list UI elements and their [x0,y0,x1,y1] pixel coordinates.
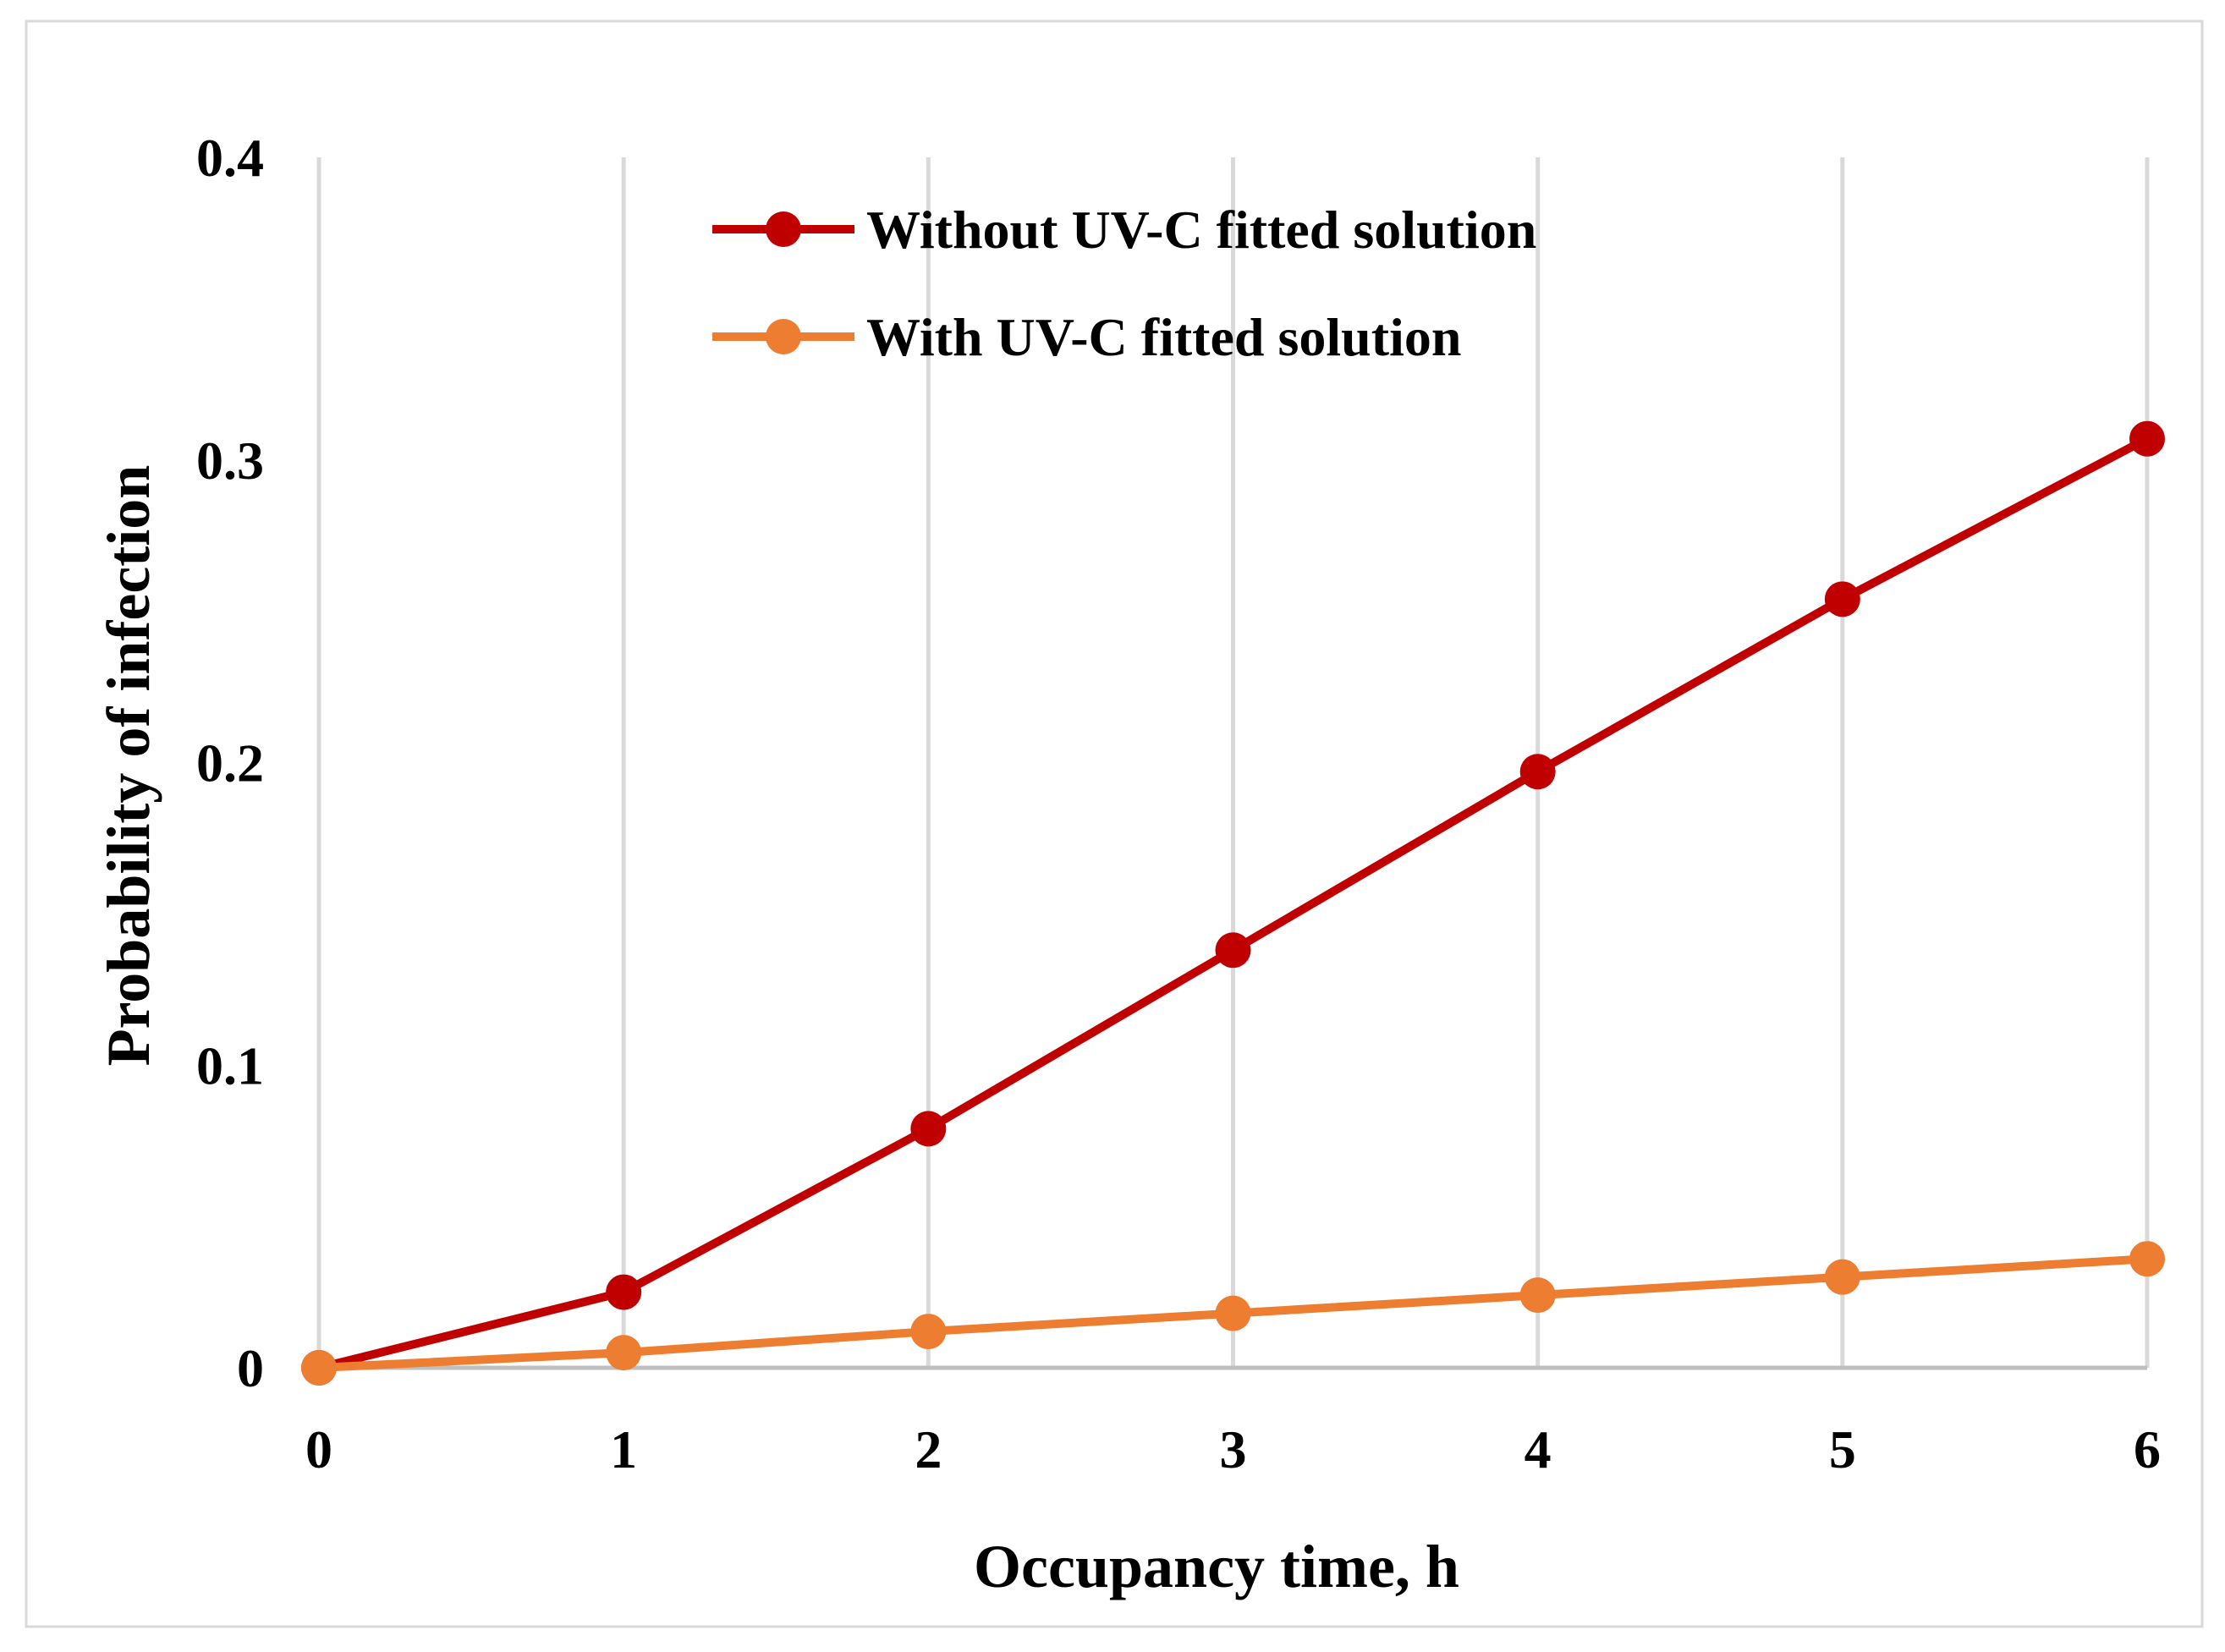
data-point-with-uvc [606,1335,642,1371]
data-point-with-uvc [2129,1241,2165,1277]
x-tick-label: 6 [2134,1419,2161,1479]
x-tick-label: 4 [1525,1419,1552,1479]
x-tick-label: 1 [610,1419,637,1479]
legend-swatch-marker [766,211,801,247]
series-layer [301,420,2165,1386]
data-point-without-uvc [2129,420,2165,457]
data-point-without-uvc [1215,932,1251,969]
y-tick-label: 0.1 [196,1035,264,1095]
y-tick-label: 0.2 [196,733,264,793]
x-tick-label: 0 [305,1419,332,1479]
legend-label: Without UV-C fitted solution [866,200,1536,260]
x-axis-title: Occupancy time, h [974,1533,1459,1600]
data-point-with-uvc [1519,1277,1556,1314]
x-tick-label: 2 [915,1419,942,1479]
legend-swatch-marker [766,319,801,354]
chart-border [25,19,2204,1628]
data-point-without-uvc [606,1274,642,1310]
data-point-with-uvc [301,1350,337,1386]
data-point-with-uvc [1215,1295,1251,1331]
y-tick-label: 0.3 [196,431,264,491]
legend-label: With UV-C fitted solution [866,307,1461,367]
data-point-with-uvc [1824,1259,1860,1295]
y-tick-label: 0 [237,1338,264,1398]
axis-layer: 0 1 2 3 4 5 6 0 0.1 0.2 0.3 0.4 [196,128,2161,1479]
data-point-without-uvc [910,1111,947,1147]
data-point-with-uvc [910,1314,947,1350]
x-tick-label: 5 [1829,1419,1856,1479]
data-point-without-uvc [1519,754,1556,790]
legend: Without UV-C fitted solution With UV-C fi… [712,200,1536,367]
y-tick-label: 0.4 [196,128,264,188]
x-tick-label: 3 [1220,1419,1247,1479]
data-point-without-uvc [1824,581,1860,617]
y-axis-title: Probability of infection [95,465,162,1067]
